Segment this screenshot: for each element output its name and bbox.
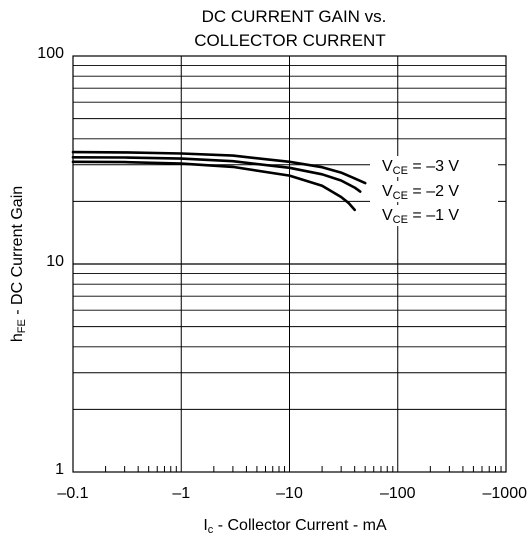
x-tick-label: –1 — [172, 485, 190, 502]
x-tick-label: –100 — [380, 485, 416, 502]
y-tick-labels: 1 10 100 — [37, 45, 64, 478]
x-tick-labels: –0.1 –1 –10 –100 –1000 — [57, 485, 527, 502]
y-tick-label: 1 — [55, 461, 64, 478]
y-tick-label: 100 — [37, 45, 64, 62]
series-lines — [71, 150, 367, 212]
y-axis-label: hFE - DC Current Gain — [9, 186, 28, 342]
x-tick-label: –1000 — [483, 485, 528, 502]
x-tick-label: –0.1 — [57, 485, 88, 502]
series-label-bg — [370, 181, 498, 202]
series-line-2 — [71, 156, 362, 193]
series-labels: VCE = –3 V VCE = –2 V VCE = –1 V — [370, 156, 498, 226]
plot-frame — [72, 55, 507, 473]
chart-title-line-1: DC CURRENT GAIN vs. — [202, 7, 387, 26]
x-tick-label: –10 — [276, 485, 303, 502]
series-label-2: VCE = –2 V — [382, 183, 459, 202]
chart-title-line-2: COLLECTOR CURRENT — [194, 31, 385, 50]
grid-lines — [73, 56, 506, 472]
y-tick-label: 10 — [46, 253, 64, 270]
x-axis-label: Ic - Collector Current - mA — [203, 517, 387, 536]
series-label-bg — [370, 205, 498, 226]
x-minor-ticks — [105, 466, 502, 472]
series-line-3 — [71, 160, 356, 212]
series-label-3: VCE = –1 V — [382, 207, 459, 226]
series-line-1 — [71, 150, 367, 185]
series-label-1: VCE = –3 V — [382, 158, 459, 177]
series-label-bg — [370, 156, 498, 177]
